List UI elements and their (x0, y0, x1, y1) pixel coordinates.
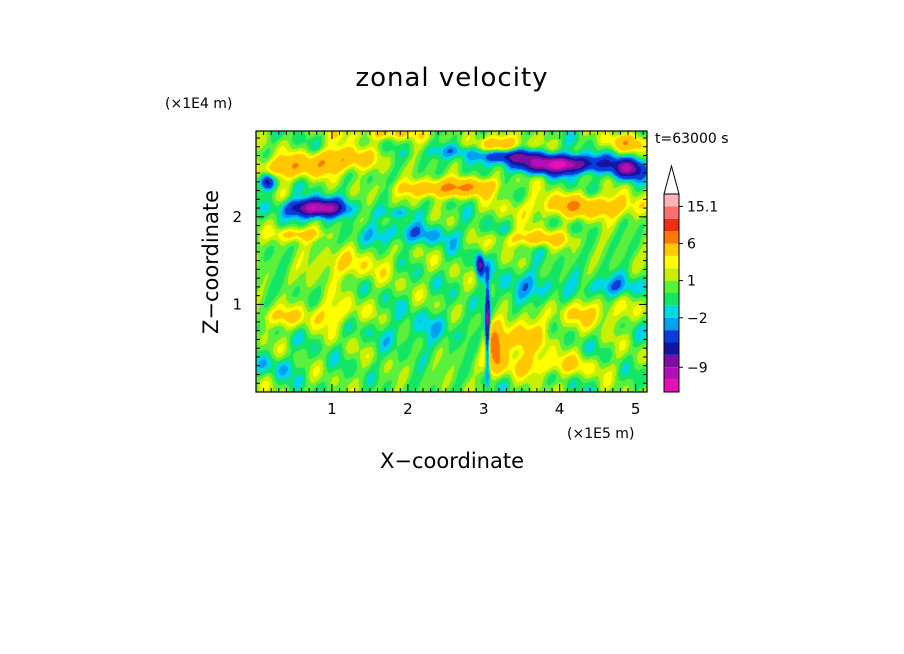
colorbar-swatch (664, 305, 679, 318)
x-tick-label: 2 (403, 400, 413, 418)
plot-frame (255, 130, 648, 393)
colorbar-swatch (664, 354, 679, 368)
y-axis-label: Z−coordinate (199, 190, 223, 334)
colorbar-overflow-arrow (663, 164, 680, 195)
colorbar-swatch (664, 379, 679, 392)
colorbar-label: −2 (687, 311, 708, 327)
colorbar-frame (663, 193, 680, 393)
x-tick-label: 3 (479, 400, 489, 418)
colorbar-label: 1 (687, 274, 696, 290)
y-unit-label: (×1E4 m) (165, 96, 232, 112)
x-axis-label: X−coordinate (380, 449, 524, 473)
y-tick-label: 1 (232, 295, 242, 313)
colorbar-swatch (664, 268, 679, 281)
colorbar-label: 15.1 (687, 199, 718, 215)
colorbar-swatch (664, 280, 679, 293)
colorbar-swatch (664, 194, 679, 207)
colorbar-swatch (664, 342, 679, 355)
colorbar-swatch (664, 330, 679, 343)
colorbar-label: 6 (687, 237, 696, 253)
colorbar-swatch (664, 206, 679, 219)
x-tick-label: 1 (327, 400, 337, 418)
x-unit-label: (×1E5 m) (567, 426, 634, 442)
colorbar-swatch (664, 367, 679, 380)
colorbar-swatch (664, 243, 679, 256)
x-tick-label: 5 (631, 400, 641, 418)
colorbar-swatch (664, 293, 679, 306)
y-axis-ticks: 12 (232, 137, 647, 384)
x-axis-ticks: 1 2 3 4 5 (263, 131, 644, 418)
chart-title: zonal velocity (355, 63, 548, 93)
colorbar-swatch (664, 317, 679, 331)
time-label: t=63000 s (655, 131, 729, 147)
y-tick-label: 2 (232, 208, 242, 226)
colorbar-label: −9 (687, 360, 708, 376)
colorbar: 15.1 6 1 −2 −9 (663, 164, 718, 393)
colorbar-swatch (664, 255, 679, 269)
colorbar-swatch (664, 218, 679, 232)
velocity-field-contours (256, 131, 647, 392)
colorbar-swatch (664, 231, 679, 244)
x-tick-label: 4 (555, 400, 565, 418)
